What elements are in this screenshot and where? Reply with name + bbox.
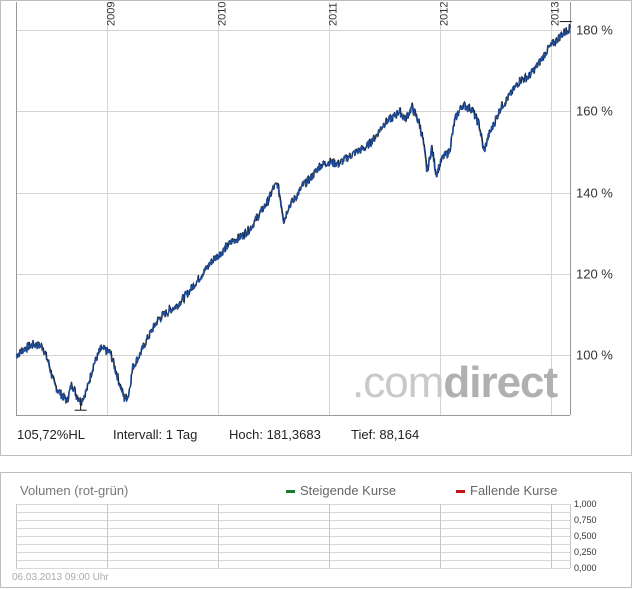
watermark-light: .com xyxy=(352,358,444,407)
legend-falling: Fallende Kurse xyxy=(456,483,557,498)
y-tick-label: 180 % xyxy=(576,23,613,38)
legend-rising: Steigende Kurse xyxy=(286,483,396,498)
interval-label: Intervall: 1 Tag xyxy=(113,427,198,442)
comdirect-watermark: .comdirect xyxy=(352,358,558,408)
y-tick-label: 100 % xyxy=(576,348,613,363)
legend-falling-label: Fallende Kurse xyxy=(470,483,558,498)
x-tick-label: 2009 xyxy=(106,2,118,26)
price-chart: 100 % 120 % 140 % 160 % 180 % 2009 2010 2011 201… xyxy=(0,0,632,456)
watermark-dark: direct xyxy=(443,358,558,407)
y-tick-label: 160 % xyxy=(576,104,613,119)
low-value: Tief: 88,164 xyxy=(351,427,420,442)
x-tick-label: 2013 xyxy=(550,2,562,26)
y-tick-label: 140 % xyxy=(576,186,613,201)
legend-rising-swatch xyxy=(286,490,295,494)
vol-tick-label: 0,000 xyxy=(574,563,597,573)
y-tick-label: 120 % xyxy=(576,267,613,282)
current-value: 105,72%HL xyxy=(17,427,85,442)
high-value: Hoch: 181,3683 xyxy=(229,427,321,442)
legend-rising-label: Steigende Kurse xyxy=(300,483,397,498)
timestamp: 06.03.2013 09:00 Uhr xyxy=(12,572,109,583)
vol-tick-label: 0,500 xyxy=(574,531,597,541)
vol-tick-label: 0,750 xyxy=(574,515,597,525)
price-line xyxy=(15,24,571,407)
vol-tick-label: 0,250 xyxy=(574,547,597,557)
volume-title: Volumen (rot-grün) xyxy=(20,483,129,498)
vol-tick-label: 1,000 xyxy=(574,499,597,509)
legend-falling-swatch xyxy=(456,490,465,494)
x-tick-label: 2012 xyxy=(439,2,451,26)
x-tick-label: 2010 xyxy=(217,2,229,26)
x-tick-label: 2011 xyxy=(328,2,340,26)
